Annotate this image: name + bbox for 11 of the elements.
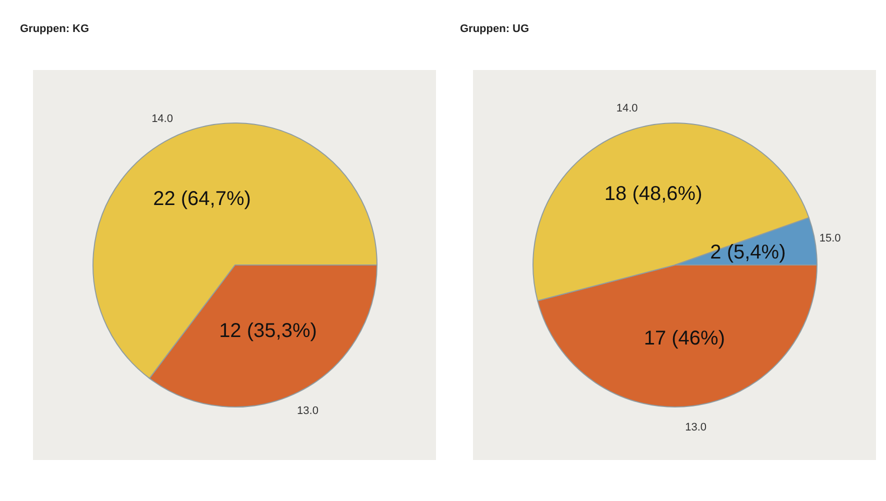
chart-title: Gruppen: KG bbox=[20, 23, 90, 35]
slice-label: 13.0 bbox=[685, 422, 707, 434]
slice-label: 15.0 bbox=[819, 232, 841, 244]
chart-title: Gruppen: UG bbox=[460, 23, 530, 35]
slice-label: 14.0 bbox=[616, 102, 638, 115]
slice-label: 13.0 bbox=[297, 405, 318, 418]
data-label: 22 (64,7%) bbox=[153, 188, 251, 210]
slice-label: 14.0 bbox=[152, 112, 173, 125]
data-label: 18 (48,6%) bbox=[604, 183, 702, 206]
data-label: 12 (35,3%) bbox=[219, 320, 317, 342]
data-label: 17 (46%) bbox=[644, 327, 725, 350]
